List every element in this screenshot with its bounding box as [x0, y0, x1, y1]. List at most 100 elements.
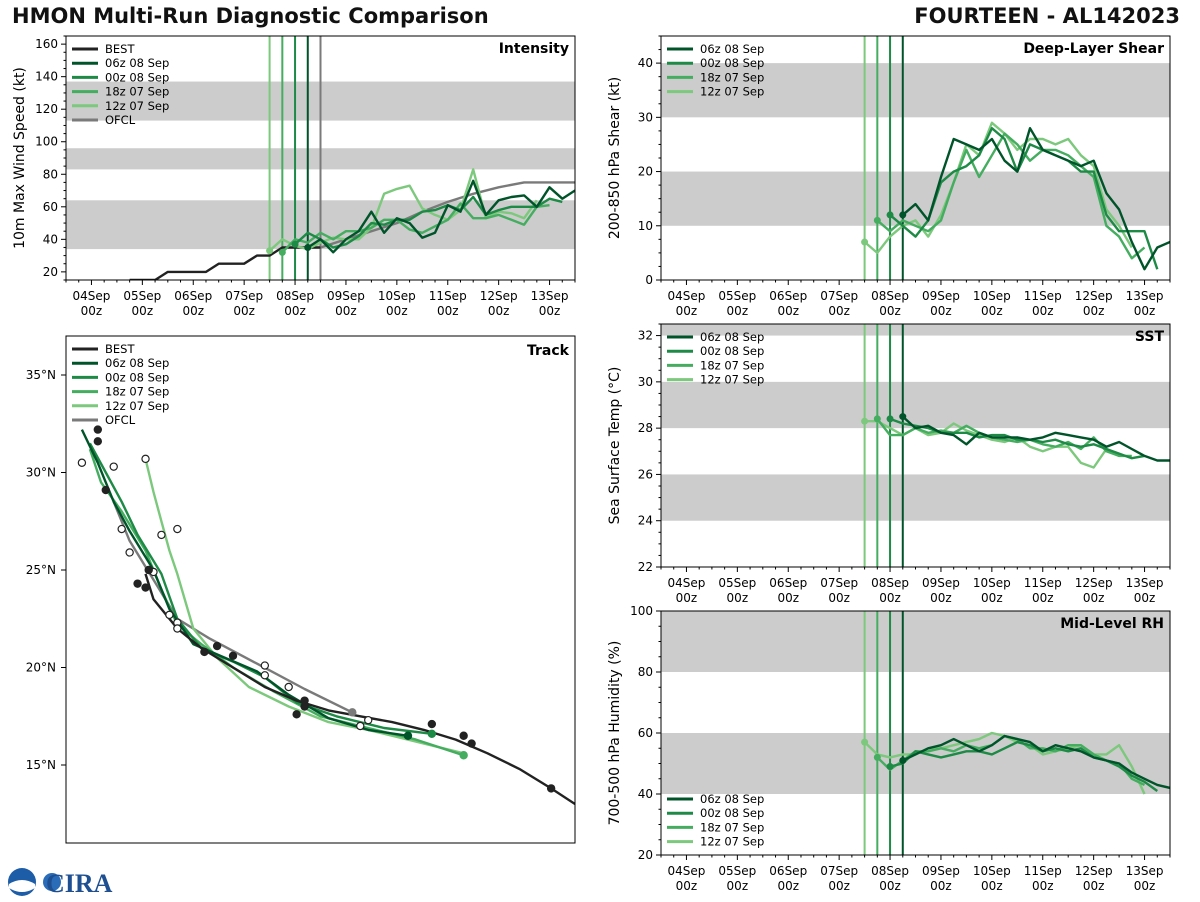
rh-xtick-label: 00z: [879, 879, 901, 893]
shear-xtick-label: 00z: [777, 304, 799, 318]
track-ytick-label: 20°N: [26, 661, 56, 675]
sst-init-marker-18z-07-sep: [873, 415, 881, 423]
sst-init-marker-12z-07-sep: [861, 417, 869, 425]
sst-ytick-label: 22: [638, 560, 653, 574]
sst-xtick-label: 08Sep: [871, 576, 909, 590]
intensity-series-best: [129, 246, 321, 280]
cira-emblem-icon: [43, 873, 61, 891]
intensity-legend-label-12z-07-sep: 12z 07 Sep: [105, 99, 169, 113]
rh-init-marker-12z-07-sep: [861, 738, 869, 746]
track-marker-12z-07-sep: [165, 610, 174, 620]
intensity-ytick-label: 100: [35, 135, 58, 149]
intensity-xtick-label: 06Sep: [174, 289, 212, 303]
intensity-ytick-label: 160: [35, 37, 58, 51]
rh-xtick-label: 11Sep: [1024, 864, 1062, 878]
intensity-xtick-label: 00z: [182, 304, 204, 318]
rh-ytick-label: 20: [638, 848, 653, 862]
shear-xtick-label: 00z: [1134, 304, 1156, 318]
sst-ytick-label: 30: [638, 375, 653, 389]
shear-series-06z-08-sep: [902, 126, 1170, 271]
shear-xtick-label: 00z: [930, 304, 952, 318]
intensity-ytick-label: 80: [43, 167, 58, 181]
track-ytick-label: 30°N: [26, 466, 56, 480]
sst-xtick-label: 00z: [777, 591, 799, 605]
sst-band-0: [661, 474, 1170, 521]
sst-series-18z-07-sep: [876, 418, 1132, 458]
intensity-ylabel: 10m Max Wind Speed (kt): [12, 67, 28, 249]
shear-legend-label-06z-08-sep: 06z 08 Sep: [700, 42, 764, 56]
intensity-xtick-label: 04Sep: [73, 289, 111, 303]
track-marker-best: [144, 565, 153, 575]
track-ytick-label: 25°N: [26, 563, 56, 577]
sst-ylabel: Sea Surface Temp (°C): [607, 367, 623, 525]
intensity-xtick-label: 09Sep: [327, 289, 365, 303]
sst-xtick-label: 12Sep: [1075, 576, 1113, 590]
sst-band-2: [661, 324, 1170, 336]
rh-xtick-label: 13Sep: [1126, 864, 1164, 878]
track-legend-label-18z-07-sep: 18z 07 Sep: [105, 385, 169, 399]
rh-xtick-label: 04Sep: [668, 864, 706, 878]
sst-xtick-label: 00z: [981, 591, 1003, 605]
rh-band-1: [661, 611, 1170, 672]
intensity-xtick-label: 00z: [132, 304, 154, 318]
track-marker-06z-08-sep: [403, 731, 413, 740]
sst-xtick-label: 07Sep: [820, 576, 858, 590]
track-marker-best: [200, 647, 209, 657]
shear-plot-area: [661, 36, 1170, 280]
shear-xtick-label: 00z: [1083, 304, 1105, 318]
track-legend-label-00z-08-sep: 00z 08 Sep: [105, 370, 169, 384]
sst-xtick-label: 11Sep: [1024, 576, 1062, 590]
rh-xtick-label: 00z: [777, 879, 799, 893]
track-plot-area: [66, 336, 575, 843]
rh-ytick-label: 40: [638, 787, 653, 801]
track-marker-best: [546, 784, 556, 793]
rh-xtick-label: 07Sep: [820, 864, 858, 878]
sst-legend-label-06z-08-sep: 06z 08 Sep: [700, 330, 764, 344]
sst-init-marker-06z-08-sep: [899, 413, 907, 421]
intensity-xtick-label: 00z: [539, 304, 561, 318]
sst-xtick-label: 06Sep: [769, 576, 807, 590]
intensity-init-marker-12z-07-sep: [266, 247, 274, 255]
rh-xtick-label: 00z: [828, 879, 850, 893]
intensity-xtick-label: 00z: [488, 304, 510, 318]
track-marker-best: [300, 696, 309, 705]
track-series-best: [144, 573, 575, 806]
rh-xtick-label: 06Sep: [769, 864, 807, 878]
track-marker-ofcl: [348, 708, 357, 717]
rh-xtick-label: 00z: [981, 879, 1003, 893]
track-marker-12z-07-sep: [356, 721, 365, 731]
rh-xtick-label: 00z: [727, 879, 749, 893]
track-marker-best: [133, 579, 142, 588]
intensity-legend-label-18z-07-sep: 18z 07 Sep: [105, 85, 169, 99]
intensity-init-marker-00z-08-sep: [291, 240, 299, 248]
shear-xtick-label: 13Sep: [1126, 289, 1164, 303]
track-marker-best: [260, 661, 270, 670]
intensity-ytick-label: 20: [43, 265, 58, 279]
track-marker-best: [427, 719, 437, 729]
rh-panel: 04Sep00z05Sep00z06Sep00z07Sep00z08Sep00z…: [607, 604, 1171, 893]
intensity-xtick-label: 00z: [233, 304, 255, 318]
track-ytick-label: 35°N: [26, 368, 56, 382]
intensity-ytick-label: 120: [35, 102, 58, 116]
shear-init-marker-12z-07-sep: [861, 238, 869, 246]
logo-text: CIRA: [46, 869, 113, 898]
intensity-series-12z-07-sep: [268, 168, 538, 252]
shear-xtick-label: 00z: [981, 304, 1003, 318]
intensity-xtick-label: 12Sep: [480, 289, 518, 303]
shear-xtick-label: 12Sep: [1075, 289, 1113, 303]
storm-id-title: FOURTEEN - AL142023: [914, 4, 1180, 28]
rh-series-00z-08-sep: [889, 740, 1159, 792]
shear-xtick-label: 06Sep: [769, 289, 807, 303]
sst-legend-label-00z-08-sep: 00z 08 Sep: [700, 344, 764, 358]
shear-xtick-label: 08Sep: [871, 289, 909, 303]
sst-xtick-label: 13Sep: [1126, 576, 1164, 590]
intensity-ytick-label: 60: [43, 200, 58, 214]
sst-ytick-label: 28: [638, 421, 653, 435]
sst-series-00z-08-sep: [889, 417, 1145, 460]
track-marker-best: [93, 425, 103, 434]
sst-xtick-label: 09Sep: [922, 576, 960, 590]
track-panel-title: Track: [527, 343, 570, 359]
shear-xtick-label: 10Sep: [973, 289, 1011, 303]
